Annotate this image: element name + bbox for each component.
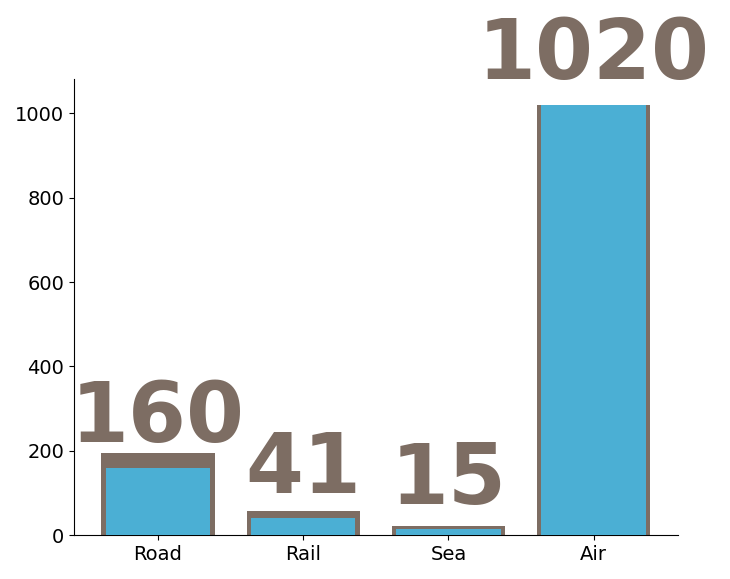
Bar bbox=[251, 518, 356, 535]
Bar bbox=[537, 105, 650, 535]
Bar bbox=[106, 468, 210, 535]
Bar bbox=[396, 529, 501, 535]
Bar bbox=[392, 526, 505, 535]
Text: 160: 160 bbox=[71, 378, 245, 459]
Bar bbox=[247, 511, 360, 535]
Text: 41: 41 bbox=[245, 428, 361, 510]
Text: 15: 15 bbox=[391, 439, 507, 521]
Bar bbox=[542, 105, 646, 535]
Text: 1020: 1020 bbox=[477, 16, 710, 96]
Bar bbox=[101, 453, 215, 535]
